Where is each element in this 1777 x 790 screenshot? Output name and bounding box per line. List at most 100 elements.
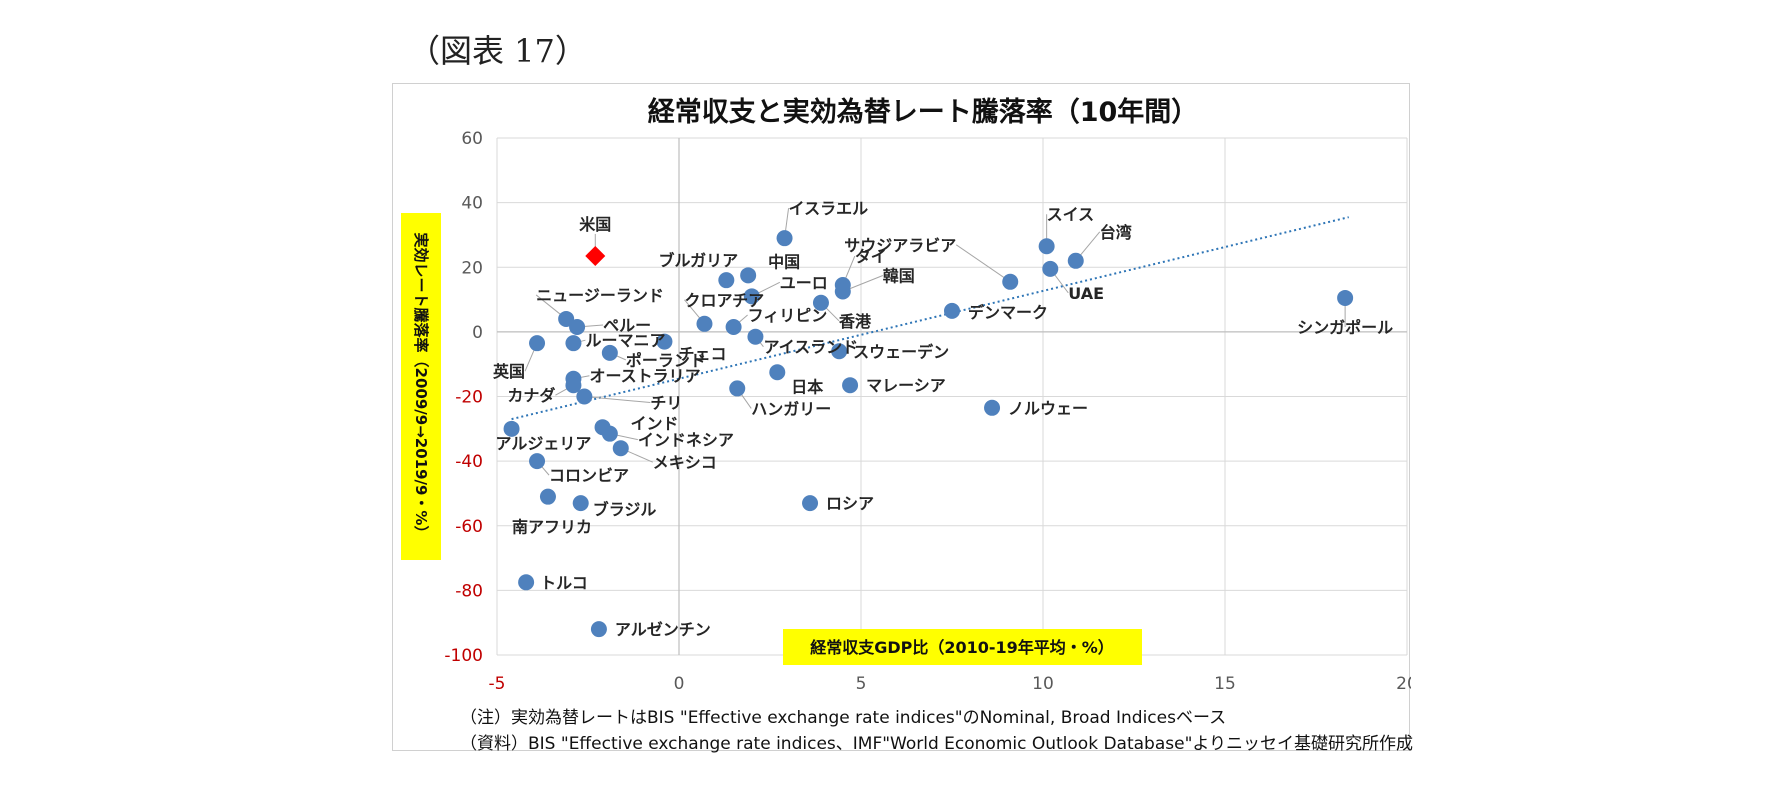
- data-point: [831, 343, 848, 360]
- y-axis-label: 実効レート騰落率（2009/9→2019/9・%）: [412, 233, 430, 541]
- data-point: [565, 377, 582, 394]
- data-point: [729, 380, 746, 397]
- y-tick-label: -100: [444, 646, 483, 666]
- data-label: 中国: [768, 252, 800, 271]
- data-label: チェコ: [678, 345, 726, 364]
- data-point: [529, 453, 546, 470]
- data-label: トルコ: [540, 573, 588, 592]
- data-label: 台湾: [1100, 223, 1132, 242]
- grid: [496, 137, 1408, 656]
- data-point: [747, 328, 764, 345]
- data-label: シンガポール: [1297, 318, 1393, 337]
- data-label: ハンガリー: [751, 399, 831, 418]
- data-label: イスラエル: [789, 199, 869, 218]
- data-point: [572, 495, 589, 512]
- x-axis-label: 経常収支GDP比（2010-19年平均・%）: [810, 638, 1114, 657]
- highlight-label: 米国: [579, 215, 611, 234]
- data-label: クロアチア: [684, 291, 764, 310]
- data-point: [558, 310, 575, 327]
- data-point: [944, 302, 960, 319]
- data-label: 日本: [791, 377, 823, 396]
- axis-ticks: -100 -80 -60 -40 -20 0 20 40 60 -5 0 5 10 15 20: [444, 129, 1411, 694]
- y-tick-label: -60: [455, 517, 483, 537]
- y-tick-label: 40: [461, 194, 483, 214]
- data-label: フィリピン: [748, 306, 828, 325]
- data-label: 香港: [838, 312, 872, 331]
- figure-label: （図表 17）: [408, 32, 587, 70]
- data-point: [812, 294, 829, 311]
- data-label: ブラジル: [593, 500, 657, 519]
- x-axis-label-box: 経常収支GDP比（2010-19年平均・%）: [783, 629, 1142, 665]
- data-point: [612, 440, 629, 457]
- data-point: [802, 495, 819, 512]
- x-tick-label: 5: [856, 674, 867, 694]
- scatter-chart: -100 -80 -60 -40 -20 0 20 40 60 -5 0 5 10 15 20 シンガポール…: [401, 96, 1411, 694]
- y-axis-label-box: 実効レート騰落率（2009/9→2019/9・%）: [401, 213, 441, 560]
- data-point: [569, 319, 586, 336]
- data-point: [696, 315, 713, 332]
- data-point: [601, 344, 618, 361]
- data-label: 韓国: [883, 266, 915, 285]
- data-point: [565, 335, 582, 352]
- data-label: ルーマニア: [585, 331, 665, 350]
- x-tick-label: 0: [674, 674, 685, 694]
- data-label: サウジアラビア: [844, 236, 956, 255]
- x-tick-label: 10: [1032, 674, 1054, 694]
- leader-line: [584, 396, 651, 403]
- data-label: スイス: [1047, 205, 1095, 224]
- data-label: タイ: [855, 247, 887, 266]
- trendline-path: [511, 216, 1349, 421]
- data-label: ニュージーランド: [536, 286, 664, 305]
- data-point: [576, 388, 593, 405]
- data-point: [769, 364, 786, 381]
- data-point: [740, 267, 757, 284]
- data-label: スウェーデン: [853, 342, 949, 361]
- data-label: チリ: [650, 394, 682, 413]
- data-point: [590, 621, 607, 638]
- data-label: ユーロ: [780, 273, 828, 292]
- data-point: [725, 319, 742, 336]
- data-label: メキシコ: [653, 453, 717, 472]
- data-points: [503, 230, 1354, 638]
- chart-title: 経常収支と実効為替レート騰落率（10年間）: [648, 96, 1199, 128]
- leader-line: [955, 244, 1011, 283]
- data-point: [1038, 238, 1055, 255]
- y-tick-label: -40: [455, 452, 483, 472]
- data-label: ペルー: [603, 316, 651, 335]
- data-point: [518, 574, 535, 591]
- data-label: ノルウェー: [1008, 399, 1088, 418]
- y-tick-label: 20: [461, 258, 483, 278]
- data-label: カナダ: [507, 386, 555, 405]
- data-label: デンマーク: [968, 303, 1048, 322]
- data-label: アイスランド: [763, 338, 858, 357]
- data-label: 南アフリカ: [512, 518, 592, 537]
- highlight-point-diamond: [585, 245, 606, 266]
- data-label: ブルガリア: [659, 251, 739, 270]
- data-point: [529, 335, 546, 352]
- footnote-source: （資料）BIS "Effective exchange rate indices…: [460, 734, 1414, 754]
- data-point: [718, 272, 735, 289]
- data-point: [743, 288, 760, 305]
- x-tick-label: 15: [1214, 674, 1236, 694]
- data-point: [1337, 289, 1354, 306]
- data-label: インド: [631, 414, 679, 433]
- data-point: [842, 377, 859, 394]
- data-point: [776, 230, 793, 247]
- y-tick-label: -20: [455, 388, 483, 408]
- data-label: インドネシア: [638, 431, 734, 450]
- y-tick-label: 0: [472, 323, 483, 343]
- chart-frame: -100 -80 -60 -40 -20 0 20 40 60 -5 0 5 10 15 20 シンガポール…: [392, 83, 1411, 751]
- data-label: アルゼンチン: [615, 620, 711, 639]
- data-label: アルジェリア: [496, 434, 592, 453]
- data-label: ロシア: [826, 494, 874, 513]
- data-point: [984, 399, 1001, 416]
- y-tick-label: -80: [455, 581, 483, 601]
- data-point: [1042, 260, 1059, 277]
- data-label: ポーランド: [626, 351, 706, 370]
- trendline: [511, 216, 1349, 421]
- data-label: UAE: [1068, 284, 1104, 303]
- y-tick-label: 60: [461, 129, 483, 149]
- data-point: [601, 425, 618, 442]
- data-label: オーストラリア: [589, 367, 700, 386]
